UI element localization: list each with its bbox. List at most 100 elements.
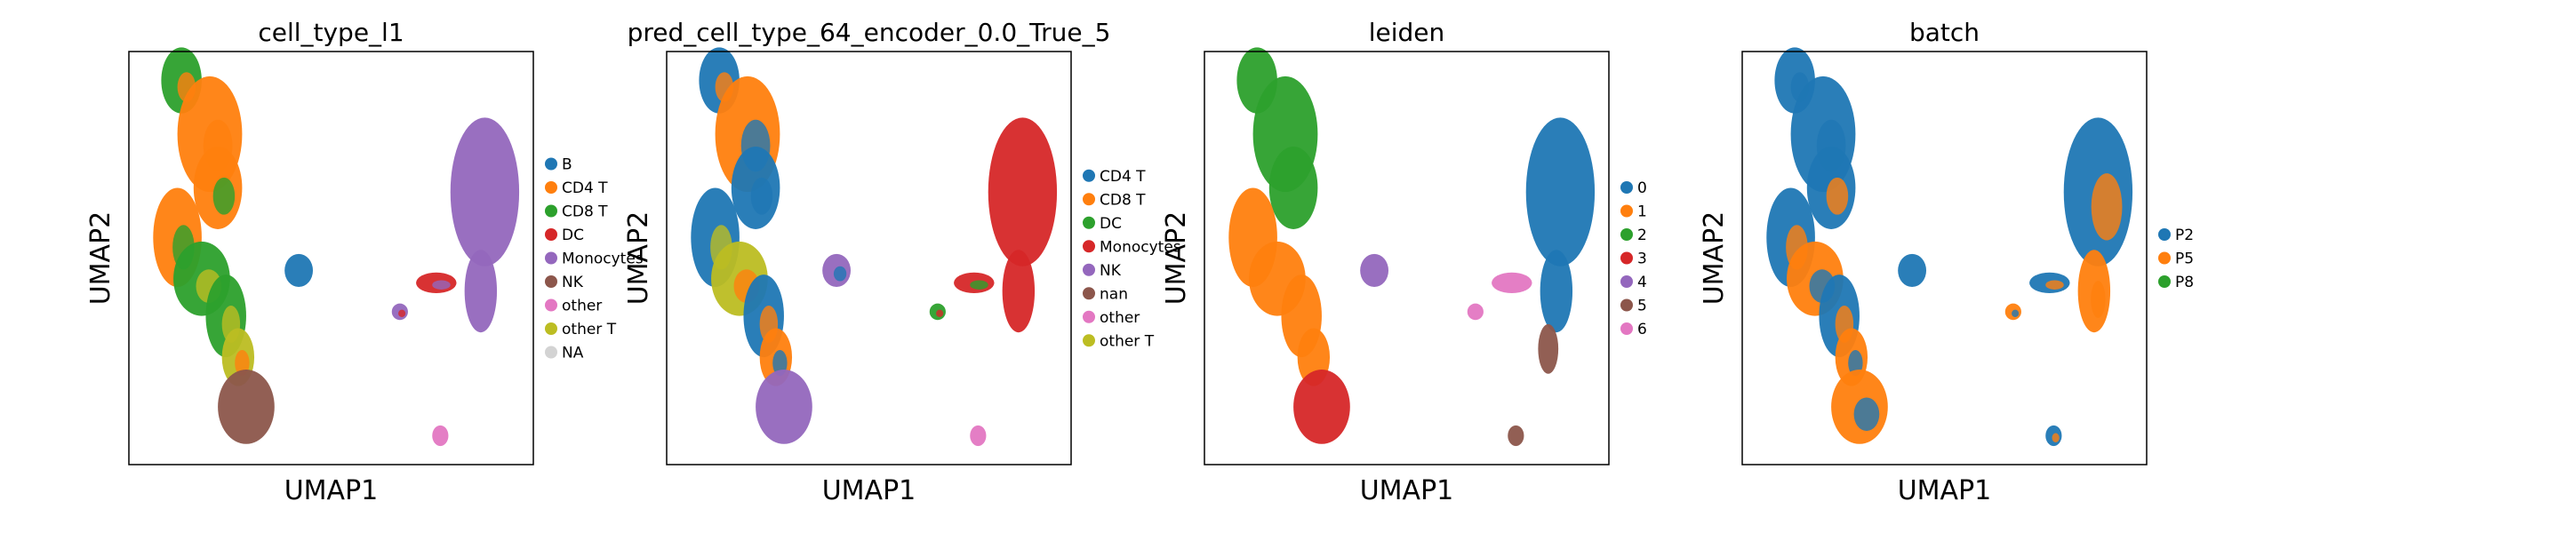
x-axis-label: UMAP1	[822, 475, 916, 506]
legend-marker	[1083, 216, 1095, 229]
legend-label: DC	[1100, 215, 1122, 233]
cluster-small-mid	[1360, 253, 1389, 288]
cluster-right-big	[1002, 250, 1036, 333]
cluster-left-lower-mix	[1848, 349, 1863, 377]
cluster-right-arm-mix	[2045, 280, 2064, 290]
cluster-right-arm	[1492, 272, 1532, 294]
cluster-left-upper-mix	[750, 177, 773, 215]
legend: P2 P5 P8	[2158, 227, 2194, 291]
legend-label: P5	[2175, 251, 2194, 268]
cluster-right-arm-mix	[2012, 309, 2020, 317]
legend-marker	[1620, 251, 1633, 265]
legend: 0 1 2 3 4 5 6	[1620, 179, 1647, 338]
axes-frame	[1204, 51, 1610, 465]
legend-label: CD8 T	[1100, 191, 1146, 209]
legend-label: 1	[1637, 203, 1647, 221]
point-clusters	[153, 47, 520, 447]
y-axis-label: UMAP2	[1161, 211, 1192, 306]
cluster-tiny-bottom	[1508, 425, 1524, 447]
legend-marker	[1620, 204, 1633, 218]
cluster-left-lower-mix	[772, 349, 788, 377]
cluster-right-tail	[1538, 323, 1559, 374]
legend-marker	[1620, 322, 1633, 335]
legend-label: 6	[1637, 321, 1647, 338]
axes-frame	[666, 51, 1072, 465]
legend-marker	[1620, 298, 1633, 312]
legend-label: other T	[562, 321, 617, 338]
legend-label: Monocytes	[562, 251, 644, 268]
legend-label: CD8 T	[562, 203, 608, 221]
x-axis-label: UMAP1	[1898, 475, 1992, 506]
cluster-right-big	[1540, 250, 1573, 333]
legend-marker	[1083, 193, 1095, 206]
cluster-small-mid	[1898, 253, 1927, 288]
legend-label: other	[1100, 309, 1140, 327]
cluster-left-bottom	[218, 370, 275, 444]
cluster-left-lower-mix	[235, 349, 250, 377]
cluster-tiny-bottom	[432, 425, 449, 447]
panel-title: cell_type_l1	[258, 18, 404, 47]
legend-label: P2	[2175, 227, 2194, 244]
legend-label: nan	[1100, 285, 1128, 303]
panel-2: pred_cell_type_64_encoder_0.0_True_5 UMAP…	[623, 18, 1181, 506]
cluster-tiny-bottom	[970, 425, 987, 447]
legend-marker	[1083, 169, 1095, 182]
cluster-right-arm-mix	[398, 309, 406, 317]
legend-label: NK	[1100, 262, 1122, 280]
legend-marker	[545, 275, 557, 288]
legend-marker	[1083, 334, 1095, 347]
legend-marker	[1083, 310, 1095, 323]
legend-label: 4	[1637, 274, 1647, 291]
cluster-left-bottom	[1293, 370, 1350, 444]
cluster-right-arm-mix	[432, 280, 451, 290]
legend-marker	[545, 228, 557, 241]
x-axis-label: UMAP1	[1360, 475, 1454, 506]
legend-marker	[2158, 251, 2171, 265]
legend-marker	[1083, 240, 1095, 253]
legend-label: other T	[1100, 332, 1155, 350]
legend-marker	[545, 298, 557, 312]
legend-marker	[2158, 228, 2171, 241]
legend-marker	[1620, 181, 1633, 194]
panel-title: pred_cell_type_64_encoder_0.0_True_5	[628, 18, 1111, 47]
legend: CD4 T CD8 T DC Monocytes NK nan other other T	[1083, 168, 1181, 350]
cluster-right-big-mix	[2091, 173, 2123, 241]
cluster-tiny-bottom-mix	[2052, 433, 2060, 443]
legend-label: P8	[2175, 274, 2194, 291]
panel-1: cell_type_l1 UMAP1 UMAP2 B CD4 T CD8 T DC Monoc…	[85, 18, 644, 506]
cluster-right-arm-mix	[970, 280, 988, 290]
x-axis-label: UMAP1	[284, 475, 379, 506]
legend-marker	[2158, 275, 2171, 288]
legend-marker	[1620, 228, 1633, 241]
cluster-left-bottom-mix	[1853, 397, 1880, 432]
legend-label: 2	[1637, 227, 1647, 244]
cluster-small-mid-mix	[833, 266, 847, 282]
point-clusters	[1228, 47, 1596, 447]
point-clusters	[1766, 47, 2133, 447]
y-axis-label: UMAP2	[623, 211, 654, 306]
legend-marker	[1620, 275, 1633, 288]
legend-label: Monocytes	[1100, 238, 1181, 256]
cluster-left-upper	[1268, 146, 1318, 229]
cluster-left-bottom	[756, 370, 812, 444]
axes-frame	[128, 51, 534, 465]
panel-4: batch UMAP1 UMAP2 P2 P5 P8	[1699, 18, 2194, 506]
panel-title: batch	[1909, 18, 1980, 47]
legend-marker	[545, 157, 557, 171]
y-axis-label: UMAP2	[85, 211, 116, 306]
legend-label: DC	[562, 227, 584, 244]
cluster-right-big	[988, 117, 1058, 266]
legend-label: CD4 T	[1100, 168, 1146, 186]
panel-3: leiden UMAP1 UMAP2 0 1 2 3 4 5 6	[1161, 18, 1647, 506]
legend-label: 5	[1637, 298, 1647, 315]
cluster-small-mid	[284, 253, 314, 288]
legend-label: NA	[562, 345, 584, 362]
legend-marker	[1083, 263, 1095, 276]
cluster-right-big-mix	[2091, 281, 2106, 318]
legend-marker	[545, 251, 557, 265]
cluster-right-big	[450, 117, 520, 266]
panel-title: leiden	[1369, 18, 1445, 47]
legend-label: NK	[562, 274, 584, 291]
cluster-right-arm	[1467, 303, 1484, 321]
